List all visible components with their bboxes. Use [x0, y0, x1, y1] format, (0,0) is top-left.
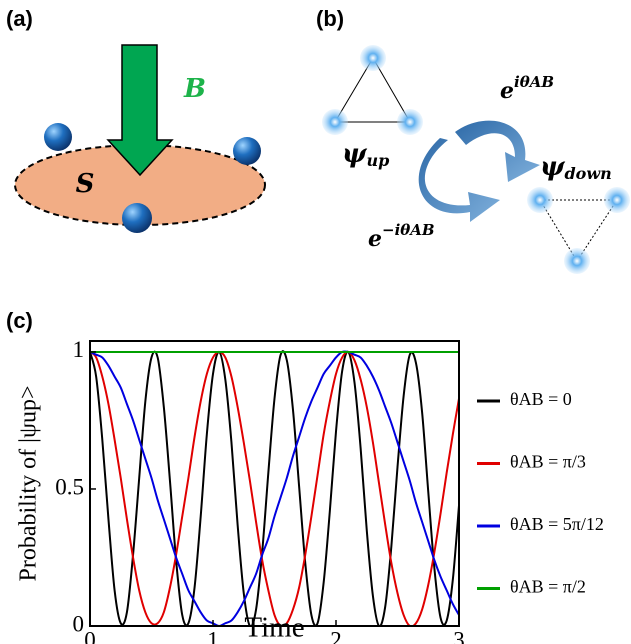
series-line	[90, 350, 459, 626]
plot: θAB = 0 θAB = π/3 θAB = 5π/12 θAB = π/2 0 1 2 3…	[16, 337, 604, 644]
series-line	[90, 350, 459, 626]
surface-label: S	[76, 169, 95, 199]
symbol: ψ	[540, 152, 566, 182]
phase-backward: e−iθAB	[368, 221, 435, 252]
site	[397, 109, 423, 135]
panel-label: (c)	[6, 308, 33, 333]
plot-frame	[89, 340, 460, 627]
site	[322, 109, 348, 135]
particle	[44, 123, 72, 151]
subscript: down	[564, 164, 611, 183]
exponent: −iθAB	[382, 221, 435, 239]
series-line	[90, 350, 459, 626]
site	[527, 187, 553, 213]
field-arrow	[106, 44, 174, 177]
x-tick-label: 1	[207, 627, 219, 644]
base: e	[500, 78, 514, 104]
phase-arrow	[455, 120, 540, 182]
y-tick-label: 1	[73, 337, 85, 362]
legend-label: θAB = 5π/12	[510, 514, 604, 534]
site	[360, 45, 386, 71]
x-tick-label: 2	[330, 627, 342, 644]
legend-label: θAB = π/3	[510, 452, 586, 472]
y-tick-label: 0	[73, 611, 85, 636]
base: e	[368, 226, 382, 252]
field-label: B	[183, 74, 206, 104]
triangle-up	[334, 57, 411, 123]
legend-label: θAB = π/2	[510, 577, 586, 597]
particle	[233, 137, 261, 165]
site	[604, 187, 630, 213]
y-tick-label: 0.5	[55, 474, 84, 499]
state-up: ψup	[342, 139, 389, 170]
panel-label: (a)	[6, 6, 33, 31]
x-tick-label: 3	[453, 627, 465, 644]
x-tick-label: 0	[84, 627, 96, 644]
triangle-down	[539, 199, 618, 262]
phase-forward: eiθAB	[500, 73, 554, 104]
particle	[122, 203, 152, 233]
site	[564, 248, 590, 274]
panel-label: (b)	[316, 6, 344, 31]
x-axis-label: Time	[244, 612, 304, 644]
phase-arrow	[418, 138, 500, 222]
y-axis-label: Probability of |ψup>	[16, 385, 42, 581]
subscript: up	[366, 151, 389, 170]
legend-label: θAB = 0	[510, 389, 572, 409]
exponent: iθAB	[514, 73, 554, 91]
symbol: ψ	[342, 139, 368, 169]
state-down: ψdown	[540, 152, 612, 183]
